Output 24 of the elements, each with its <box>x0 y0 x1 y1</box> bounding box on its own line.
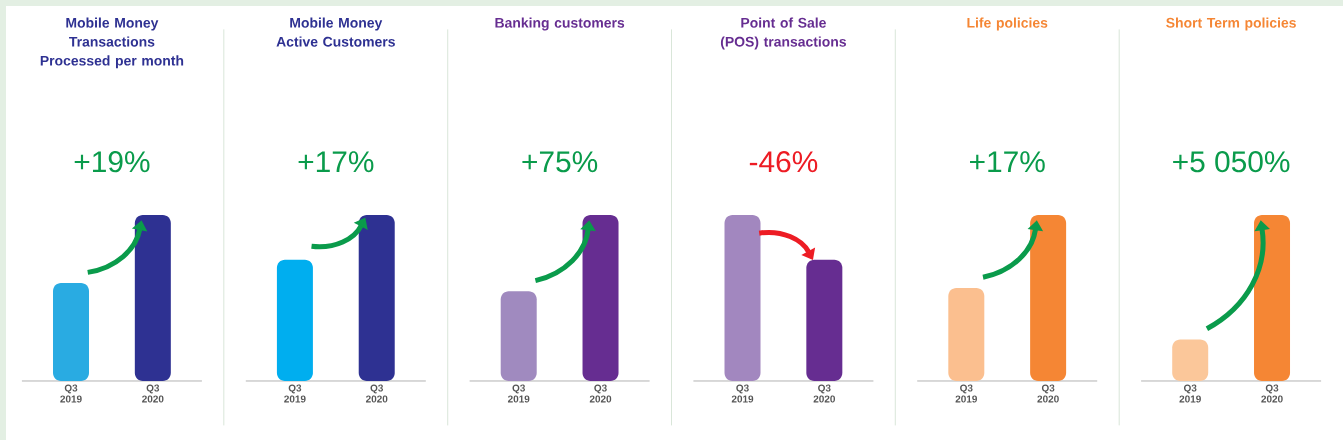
chart-title: Mobile Money Transactions Processed per month <box>40 17 184 69</box>
chart-title: Short Term policies <box>1166 17 1296 31</box>
chart-title: Mobile Money Active Customers <box>276 17 395 47</box>
chart-title: Banking customers <box>495 17 625 31</box>
x-tick-label: Q3 2019 <box>60 384 82 403</box>
x-tick-label: Q3 2020 <box>813 384 835 403</box>
x-tick-label: Q3 2019 <box>731 384 754 403</box>
chart-title: Life policies <box>967 17 1048 31</box>
text: -46% <box>749 151 818 173</box>
x-tick-label: Q3 2019 <box>284 384 306 403</box>
x-tick-label: Q3 2020 <box>365 384 388 403</box>
text: +17% <box>970 151 1045 173</box>
x-tick-label: Q3 2019 <box>507 384 530 403</box>
text: +17% <box>298 151 374 173</box>
chart-title: Point of Sale (POS) transactions <box>720 17 846 50</box>
x-tick-label: Q3 2019 <box>955 384 978 403</box>
x-tick-label: Q3 2020 <box>1261 384 1283 403</box>
text: +5 050% <box>1173 151 1290 173</box>
text: +19% <box>74 151 150 173</box>
x-tick-label: Q3 2019 <box>1179 384 1201 403</box>
x-tick-label: Q3 2020 <box>142 384 164 403</box>
text: +75% <box>522 151 598 173</box>
x-tick-label: Q3 2020 <box>1037 384 1059 403</box>
x-tick-label: Q3 2020 <box>589 384 612 403</box>
